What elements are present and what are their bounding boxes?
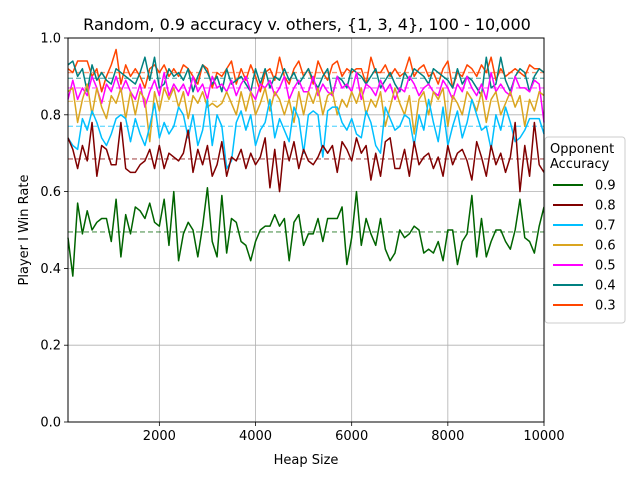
series-line-0.8 (67, 121, 545, 193)
legend-label-0.6: 0.6 (595, 239, 616, 254)
legend-title: Opponent Accuracy (550, 142, 614, 172)
y-tick-label: 0.2 (40, 339, 61, 354)
x-tick-label: 4000 (239, 429, 272, 444)
legend-label-0.5: 0.5 (595, 259, 616, 274)
plot-frame (67, 37, 545, 423)
y-tick-label: 0.4 (40, 262, 61, 277)
x-axis-ticks: 2000 4000 6000 8000 10000 (143, 422, 565, 444)
y-tick-label: 0.0 (40, 416, 61, 431)
x-tick-label: 8000 (431, 429, 464, 444)
legend-label-0.4: 0.4 (595, 279, 616, 294)
series-line-0.7 (67, 98, 545, 170)
x-tick-label: 2000 (143, 429, 176, 444)
series-line-0.6 (67, 83, 545, 143)
y-axis-label: Player I Win Rate (17, 175, 32, 286)
legend: Opponent Accuracy 0.9 0.8 0.7 0.6 0.5 0.4 0.3 (544, 136, 626, 324)
legend-box (544, 136, 626, 324)
x-axis-label: Heap Size (274, 453, 339, 468)
y-axis-ticks: 0.0 0.2 0.4 0.6 0.8 1.0 (40, 32, 68, 431)
y-tick-label: 0.8 (40, 108, 61, 123)
y-tick-label: 0.6 (40, 185, 61, 200)
legend-label-0.8: 0.8 (595, 199, 616, 214)
chart-title: Random, 0.9 accuracy v. others, {1, 3, 4… (83, 15, 531, 34)
y-tick-label: 1.0 (40, 32, 61, 47)
series-line-0.5 (67, 71, 545, 123)
series-line-0.9 (67, 187, 545, 277)
series-lines (67, 48, 545, 277)
legend-label-0.9: 0.9 (595, 179, 616, 194)
legend-label-0.7: 0.7 (595, 219, 616, 234)
x-tick-label: 10000 (523, 429, 564, 444)
series-line-0.4 (67, 56, 545, 97)
legend-label-0.3: 0.3 (595, 299, 616, 314)
x-tick-label: 6000 (335, 429, 368, 444)
